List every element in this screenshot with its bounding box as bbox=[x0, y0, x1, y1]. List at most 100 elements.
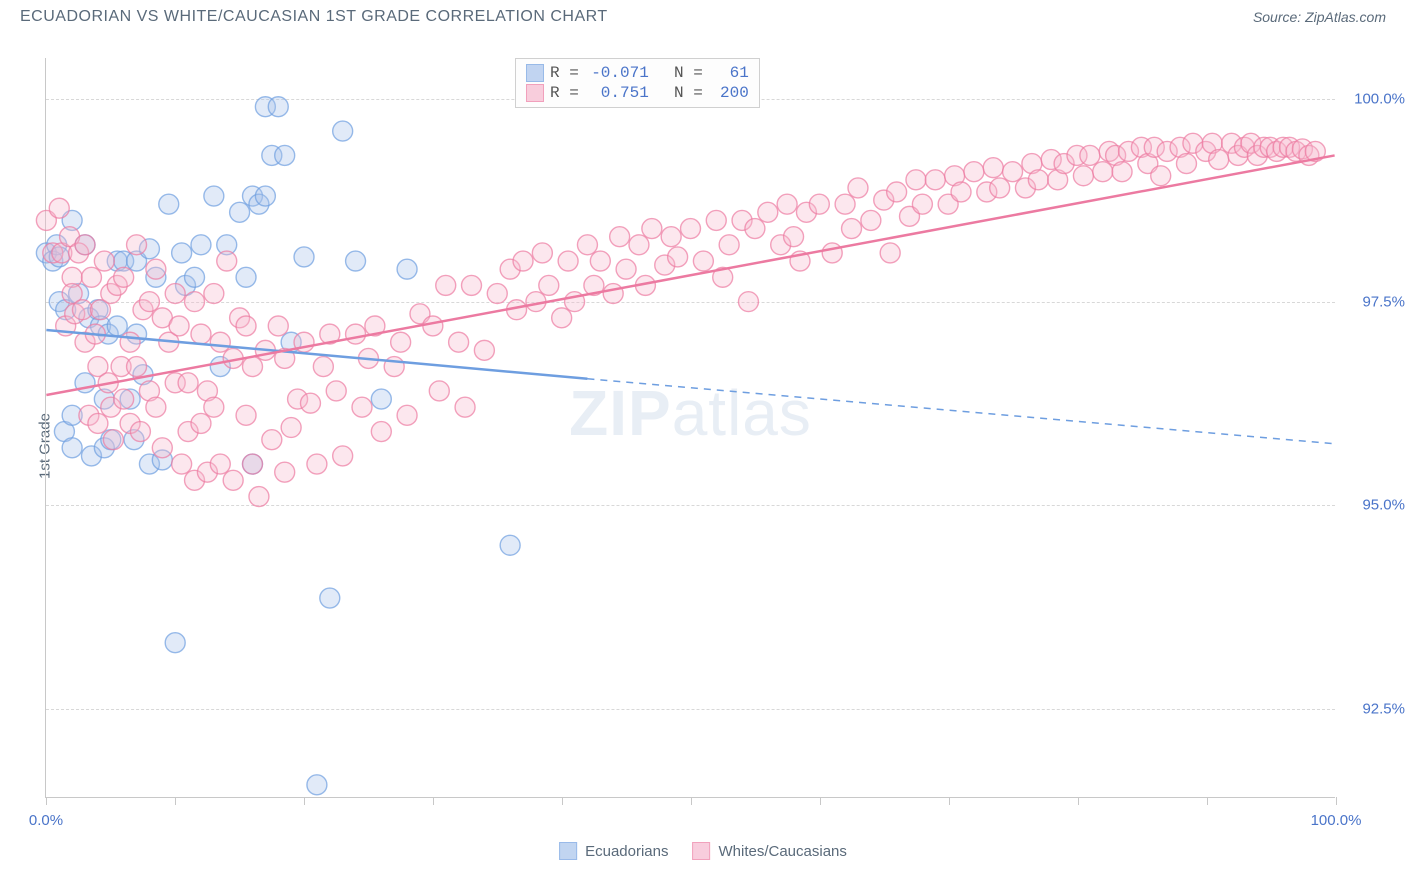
scatter-point bbox=[951, 182, 971, 202]
scatter-point bbox=[1073, 166, 1093, 186]
scatter-point bbox=[990, 178, 1010, 198]
scatter-point bbox=[236, 316, 256, 336]
scatter-point bbox=[88, 413, 108, 433]
scatter-point bbox=[668, 247, 688, 267]
scatter-point bbox=[130, 422, 150, 442]
scatter-point bbox=[75, 235, 95, 255]
scatter-point bbox=[1003, 162, 1023, 182]
scatter-point bbox=[1080, 145, 1100, 165]
scatter-point bbox=[139, 292, 159, 312]
scatter-point bbox=[249, 487, 269, 507]
scatter-point bbox=[861, 210, 881, 230]
scatter-point bbox=[809, 194, 829, 214]
x-tick bbox=[433, 797, 434, 805]
scatter-point bbox=[661, 227, 681, 247]
y-tick-label: 100.0% bbox=[1345, 90, 1405, 107]
scatter-point bbox=[835, 194, 855, 214]
scatter-point bbox=[681, 219, 701, 239]
x-tick bbox=[949, 797, 950, 805]
x-tick-label: 100.0% bbox=[1311, 812, 1362, 829]
stat-n-label: N = bbox=[655, 64, 703, 82]
scatter-plot-svg bbox=[46, 58, 1335, 797]
scatter-point bbox=[146, 259, 166, 279]
legend-swatch bbox=[526, 84, 544, 102]
scatter-point bbox=[745, 219, 765, 239]
scatter-point bbox=[590, 251, 610, 271]
x-tick bbox=[562, 797, 563, 805]
scatter-point bbox=[629, 235, 649, 255]
scatter-point bbox=[191, 324, 211, 344]
scatter-point bbox=[474, 340, 494, 360]
scatter-point bbox=[346, 251, 366, 271]
scatter-point bbox=[49, 198, 69, 218]
scatter-point bbox=[114, 267, 134, 287]
scatter-point bbox=[204, 284, 224, 304]
scatter-point bbox=[423, 316, 443, 336]
scatter-point bbox=[313, 357, 333, 377]
scatter-point bbox=[610, 227, 630, 247]
scatter-point bbox=[848, 178, 868, 198]
scatter-point bbox=[758, 202, 778, 222]
scatter-point bbox=[326, 381, 346, 401]
scatter-point bbox=[81, 267, 101, 287]
trend-line-dashed bbox=[587, 379, 1334, 444]
stat-r-value: -0.071 bbox=[585, 64, 649, 82]
scatter-point bbox=[693, 251, 713, 271]
scatter-point bbox=[275, 462, 295, 482]
scatter-point bbox=[822, 243, 842, 263]
y-tick-label: 95.0% bbox=[1345, 497, 1405, 514]
scatter-point bbox=[146, 397, 166, 417]
correlation-legend: R = -0.071 N = 61R = 0.751 N = 200 bbox=[515, 58, 760, 108]
scatter-point bbox=[185, 292, 205, 312]
scatter-point bbox=[107, 316, 127, 336]
scatter-point bbox=[333, 446, 353, 466]
scatter-point bbox=[243, 454, 263, 474]
legend-swatch bbox=[526, 64, 544, 82]
x-tick bbox=[175, 797, 176, 805]
scatter-point bbox=[294, 247, 314, 267]
scatter-point bbox=[262, 430, 282, 450]
scatter-point bbox=[719, 235, 739, 255]
x-tick bbox=[304, 797, 305, 805]
scatter-point bbox=[1093, 162, 1113, 182]
scatter-point bbox=[964, 162, 984, 182]
scatter-point bbox=[127, 235, 147, 255]
scatter-point bbox=[906, 170, 926, 190]
scatter-point bbox=[185, 267, 205, 287]
scatter-point bbox=[925, 170, 945, 190]
scatter-point bbox=[539, 275, 559, 295]
scatter-point bbox=[500, 535, 520, 555]
scatter-point bbox=[191, 235, 211, 255]
scatter-point bbox=[178, 373, 198, 393]
legend-label: Whites/Caucasians bbox=[719, 843, 847, 860]
scatter-point bbox=[223, 470, 243, 490]
scatter-point bbox=[1028, 170, 1048, 190]
scatter-point bbox=[191, 413, 211, 433]
scatter-point bbox=[558, 251, 578, 271]
x-tick bbox=[820, 797, 821, 805]
scatter-point bbox=[236, 267, 256, 287]
scatter-point bbox=[1112, 162, 1132, 182]
scatter-point bbox=[204, 186, 224, 206]
scatter-point bbox=[532, 243, 552, 263]
x-tick bbox=[691, 797, 692, 805]
scatter-point bbox=[352, 397, 372, 417]
legend-label: Ecuadorians bbox=[585, 843, 668, 860]
scatter-point bbox=[120, 332, 140, 352]
scatter-point bbox=[777, 194, 797, 214]
scatter-point bbox=[1176, 154, 1196, 174]
scatter-point bbox=[172, 243, 192, 263]
scatter-point bbox=[103, 430, 123, 450]
scatter-point bbox=[230, 202, 250, 222]
scatter-point bbox=[217, 251, 237, 271]
stat-r-value: 0.751 bbox=[585, 84, 649, 102]
scatter-point bbox=[94, 251, 114, 271]
scatter-point bbox=[320, 588, 340, 608]
scatter-point bbox=[449, 332, 469, 352]
scatter-point bbox=[842, 219, 862, 239]
legend-swatch bbox=[693, 842, 711, 860]
scatter-point bbox=[236, 405, 256, 425]
source-attribution: Source: ZipAtlas.com bbox=[1253, 9, 1386, 25]
y-tick-label: 97.5% bbox=[1345, 293, 1405, 310]
legend-stat-row: R = 0.751 N = 200 bbox=[526, 83, 749, 103]
